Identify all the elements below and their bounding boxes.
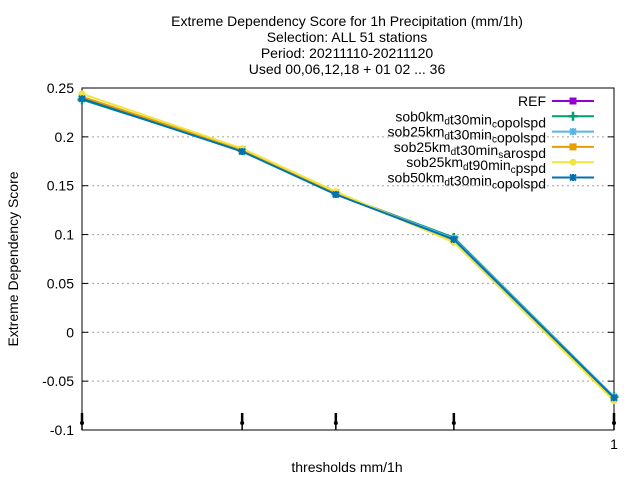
x-tick-dot: [240, 421, 245, 425]
legend-label-part: d: [451, 147, 457, 158]
chart-title-line: Selection: ALL 51 stations: [267, 29, 428, 45]
legend-marker-4: [569, 158, 577, 166]
series-point-5: [610, 394, 618, 402]
legend-marker-5: [569, 173, 577, 182]
legend-label-part: sob50km: [388, 170, 445, 186]
legend-label-part: opolspd: [497, 130, 546, 146]
legend-label-3: sob25kmdt30minsarospd: [394, 139, 546, 161]
y-axis-label: Extreme Dependency Score: [5, 171, 21, 346]
legend-marker-0: [569, 97, 577, 105]
chart-title-line: Extreme Dependency Score for 1h Precipit…: [171, 13, 523, 29]
y-tick-label: 0.2: [55, 129, 75, 145]
legend-label-part: d: [463, 162, 469, 173]
legend-label-part: d: [444, 132, 450, 143]
legend-marker-1: [568, 111, 578, 121]
legend-label-part: opolspd: [497, 176, 546, 192]
legend-label-part: d: [444, 116, 450, 127]
x-tick-marker: [80, 413, 84, 430]
series-point-5: [332, 190, 340, 199]
legend-label-part: t30min: [450, 111, 492, 127]
legend-label-0: REF: [518, 93, 546, 109]
legend-marker-2: [569, 127, 577, 136]
x-tick-marker: [240, 413, 245, 430]
x-tick-marker: [612, 413, 616, 430]
x-axis-label: thresholds mm/1h: [291, 459, 402, 475]
x-tick-dot: [80, 421, 84, 425]
legend-label-2: sob25kmdt30mincopolspd: [388, 124, 546, 146]
legend-label-4: sob25kmdt90mincpspd: [406, 154, 546, 176]
legend-label-part: t30min: [450, 127, 492, 143]
legend-label-part: t90min: [469, 157, 511, 173]
legend-label-5: sob50kmdt30mincopolspd: [388, 170, 546, 192]
x-tick-dot: [451, 421, 456, 425]
plot-frame: [81, 87, 615, 431]
y-tick-label: 0.25: [47, 80, 74, 96]
legend-label-part: d: [444, 178, 450, 189]
series-point-5: [238, 147, 246, 156]
legend-label-part: t30min: [450, 173, 492, 189]
legend-label-part: t30min: [456, 142, 498, 158]
y-tick-label: -0.05: [42, 373, 74, 389]
legend-label-part: c: [492, 135, 497, 146]
x-tick-marker: [451, 413, 456, 430]
legend-label-part: pspd: [516, 160, 546, 176]
y-tick-label: 0.05: [47, 275, 74, 291]
legend-label-part: c: [492, 181, 497, 192]
y-tick-label: 0.15: [47, 178, 74, 194]
legend-label-part: c: [511, 165, 516, 176]
y-tick-label: 0.1: [55, 227, 75, 243]
legend-label-part: sob25km: [394, 139, 451, 155]
legend-label-part: sob25km: [388, 124, 445, 140]
chart-title-line: Period: 20211110-20211120: [261, 45, 434, 61]
legend-marker-3: [569, 143, 577, 151]
legend-label-part: arospd: [503, 145, 546, 161]
legend-label-1: sob0kmdt30mincopolspd: [395, 108, 546, 130]
x-tick-marker: [333, 413, 338, 430]
x-tick-label: 1: [610, 436, 618, 452]
series-point-5: [78, 95, 86, 103]
x-tick-dot: [612, 421, 616, 425]
series-point-5: [450, 235, 458, 244]
legend-label-part: c: [492, 119, 497, 130]
y-tick-label: -0.1: [50, 422, 74, 438]
chart-title-line: Used 00,06,12,18 + 01 02 ... 36: [249, 61, 446, 77]
legend-label-part: s: [498, 150, 503, 161]
y-tick-label: 0: [66, 324, 74, 340]
x-tick-dot: [333, 421, 338, 425]
legend-label-part: sob25km: [406, 154, 463, 170]
legend-label-part: opolspd: [497, 114, 546, 130]
legend-label-part: sob0km: [395, 108, 444, 124]
